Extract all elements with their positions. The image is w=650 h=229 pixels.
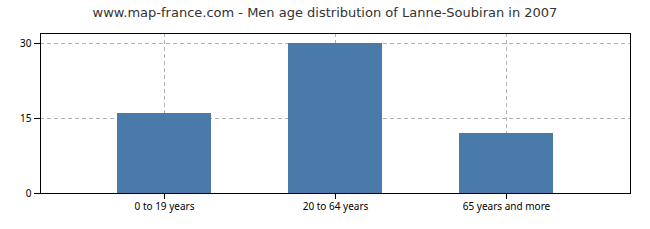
svg-text:15: 15 <box>20 111 32 125</box>
svg-text:0: 0 <box>26 186 32 200</box>
svg-text:20 to 64 years: 20 to 64 years <box>303 199 369 213</box>
svg-text:30: 30 <box>20 36 32 50</box>
svg-text:65 years and more: 65 years and more <box>463 199 551 213</box>
html-text:www.map-france.com - Men age d: www.map-france.com - Men age distributio… <box>92 5 558 20</box>
svg-text:0 to 19 years: 0 to 19 years <box>135 199 195 213</box>
